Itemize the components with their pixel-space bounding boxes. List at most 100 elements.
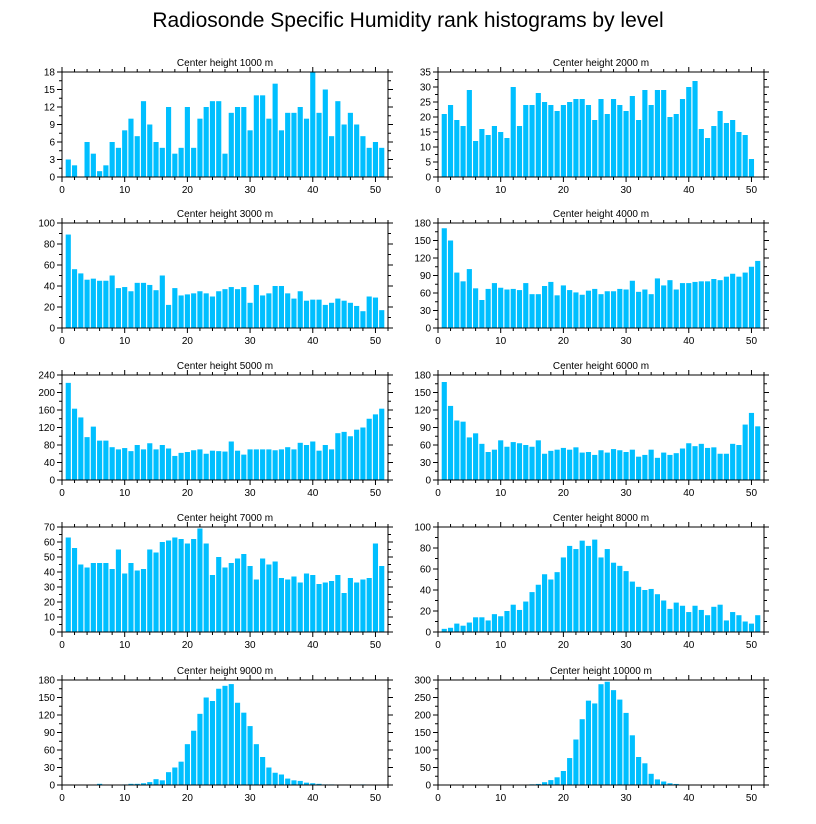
y-tick-label: 300: [414, 676, 431, 687]
y-tick-label: 120: [38, 711, 55, 722]
histogram-bar: [97, 563, 103, 632]
histogram-bar: [71, 408, 78, 480]
histogram-bar: [109, 142, 115, 177]
histogram-bar: [479, 617, 485, 632]
histogram-bar: [504, 611, 510, 632]
histogram-bar: [554, 777, 560, 785]
x-tick-label: 0: [435, 185, 441, 196]
histogram-bar: [598, 557, 604, 632]
histogram-bar: [122, 287, 128, 328]
histogram-bar: [379, 310, 385, 328]
histogram-bar: [466, 437, 472, 480]
histogram-bar: [97, 171, 103, 177]
histogram-bar: [648, 773, 654, 785]
y-tick-label: 180: [414, 371, 431, 382]
y-tick-label: 250: [414, 693, 431, 704]
histogram-bar: [535, 440, 541, 480]
histogram-bar: [379, 147, 385, 177]
histogram-bar: [184, 294, 190, 328]
histogram-bar: [115, 549, 121, 632]
histogram-bar: [222, 451, 228, 480]
histogram-bar: [473, 288, 479, 328]
histogram-bar: [178, 295, 184, 328]
histogram-bar: [755, 426, 761, 480]
histogram-panel: Center height 7000 m 0 10 20 30 40 50 0 10 20 30 40…: [44, 513, 393, 651]
histogram-bar: [585, 290, 592, 328]
histogram-bar: [84, 567, 90, 632]
histogram-bar: [147, 124, 153, 177]
histogram-bar: [673, 289, 679, 328]
x-tick-label: 50: [746, 793, 758, 804]
histogram-bar: [623, 712, 629, 785]
histogram-bar: [560, 557, 566, 632]
histogram-bar: [642, 90, 648, 177]
histogram-bar: [147, 549, 153, 632]
histogram-bar: [479, 129, 485, 177]
histogram-bar: [159, 780, 165, 785]
histogram-bar: [698, 609, 704, 632]
histogram-bar: [529, 105, 535, 177]
x-tick-label: 0: [435, 640, 441, 651]
histogram-bar: [360, 427, 366, 480]
x-tick-label: 20: [558, 488, 570, 499]
histogram-bar: [642, 763, 648, 785]
histogram-bar: [573, 99, 579, 177]
y-tick-label: 0: [49, 628, 55, 639]
histogram-panel: Center height 5000 m 0 10 20 30 40 50 0 40 80 120 1…: [38, 361, 393, 499]
histogram-bar: [372, 297, 379, 328]
histogram-bar: [654, 779, 660, 785]
histogram-bar: [303, 300, 310, 328]
histogram-bar: [90, 426, 96, 480]
histogram-bar: [291, 112, 297, 177]
histogram-bar: [535, 584, 541, 632]
histogram-bar: [454, 420, 460, 480]
histogram-bar: [191, 450, 197, 480]
histogram-bar: [90, 563, 96, 632]
histogram-bar: [140, 449, 147, 480]
histogram-bar: [197, 528, 203, 632]
y-tick-label: 100: [38, 219, 55, 230]
histogram-bar: [548, 579, 554, 632]
histogram-bar: [642, 454, 648, 480]
y-tick-label: 60: [44, 261, 56, 272]
y-tick-label: 90: [44, 728, 56, 739]
histogram-bar: [648, 105, 654, 177]
histogram-bar: [548, 780, 554, 785]
histogram-bar: [297, 582, 303, 632]
histogram-bar: [203, 453, 209, 480]
x-tick-label: 20: [558, 336, 570, 347]
histogram-bar: [711, 279, 717, 328]
histogram-bar: [291, 298, 297, 328]
histogram-bar: [354, 429, 360, 480]
x-tick-label: 50: [746, 185, 758, 196]
x-tick-label: 10: [495, 488, 507, 499]
y-tick-label: 20: [44, 598, 56, 609]
histogram-bar: [667, 608, 673, 632]
histogram-bar: [623, 452, 629, 480]
histogram-bar: [228, 441, 234, 480]
histogram-bar: [341, 593, 347, 632]
histogram-bar: [598, 450, 604, 480]
y-tick-label: 30: [420, 306, 432, 317]
histogram-bar: [617, 105, 623, 177]
histogram-bar: [567, 290, 573, 328]
histogram-bar: [610, 562, 617, 632]
histogram-bar: [291, 576, 297, 632]
histogram-bar: [153, 779, 159, 785]
y-tick-label: 30: [44, 763, 56, 774]
histogram-bar: [310, 299, 316, 328]
histogram-panel: Center height 3000 m 0 10 20 30 40 50 0 20 40 60 80…: [38, 209, 393, 347]
histogram-bar: [65, 537, 71, 632]
histogram-bar: [598, 294, 604, 328]
y-tick-label: 160: [38, 406, 55, 417]
histogram-bar: [234, 702, 241, 785]
histogram-bar: [579, 452, 585, 480]
histogram-bar: [636, 456, 642, 480]
histogram-bar: [247, 130, 253, 177]
histogram-bar: [260, 558, 266, 632]
histogram-bar: [140, 282, 147, 328]
histogram-bar: [441, 628, 447, 632]
histogram-bar: [617, 288, 623, 328]
histogram-bar: [673, 114, 679, 177]
histogram-bar: [617, 565, 623, 632]
